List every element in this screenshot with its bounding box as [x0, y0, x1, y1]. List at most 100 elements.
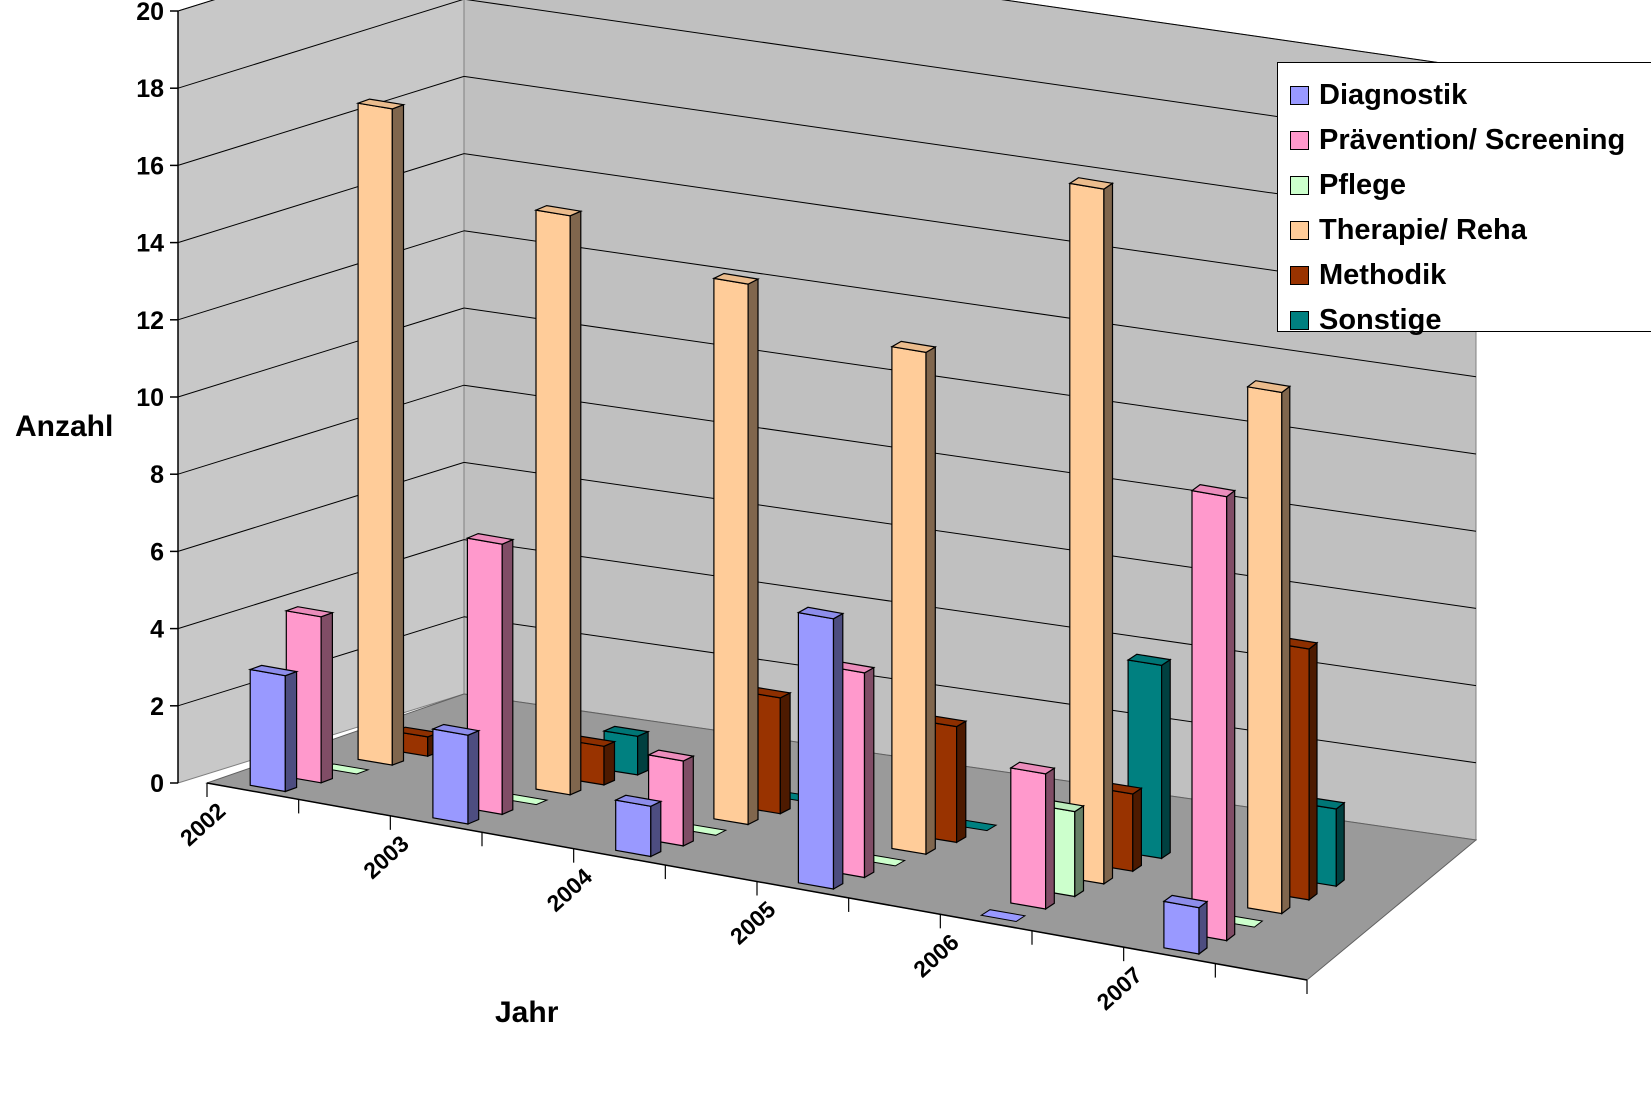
- x-tick-label: 2003: [358, 830, 413, 884]
- bar-top: [533, 204, 583, 217]
- bar-top: [355, 98, 406, 110]
- bar-diagnostik-2004: [613, 794, 663, 858]
- legend-swatch: [1290, 266, 1309, 285]
- y-tick-label: 18: [136, 75, 164, 103]
- bar-front: [891, 345, 927, 855]
- bar-front: [1247, 386, 1283, 915]
- gridline: [177, 384, 465, 475]
- legend-label: Diagnostik: [1319, 79, 1468, 111]
- gridline: [177, 230, 465, 321]
- x-tick-label: 2002: [175, 797, 230, 851]
- gridline: [177, 307, 465, 398]
- bar-side: [863, 666, 875, 879]
- legend-swatch: [1290, 221, 1309, 240]
- bar-side: [569, 210, 582, 796]
- bar-diagnostik-2007: [1162, 894, 1209, 956]
- bar-side: [1335, 801, 1345, 888]
- bar-therapie-reha-2005: [890, 340, 938, 856]
- bar-therapie-reha-2003: [533, 204, 583, 796]
- gridline: [1001, 0, 1477, 69]
- bar-pr-vention-screening-2006: [1009, 761, 1056, 911]
- bar-top: [646, 749, 696, 762]
- x-tick-label: 2007: [1092, 962, 1147, 1016]
- y-axis-title: Anzahl: [15, 410, 114, 443]
- bar-side: [284, 670, 298, 793]
- legend-label: Therapie/ Reha: [1319, 214, 1527, 246]
- bar-diagnostik-2002: [247, 664, 299, 793]
- bar-side: [391, 103, 405, 766]
- y-tick-label: 8: [150, 461, 164, 489]
- bar-side: [925, 345, 936, 856]
- bar-therapie-reha-2004: [711, 272, 760, 826]
- gridline: [463, 307, 1477, 455]
- bar-side: [1281, 385, 1291, 915]
- gridline: [463, 230, 1477, 378]
- gridline: [463, 461, 1477, 609]
- bar-flat: [979, 909, 1027, 923]
- legend-swatch: [1290, 131, 1309, 150]
- y-tick-label: 0: [150, 770, 164, 798]
- legend-item: Sonstige: [1290, 298, 1651, 343]
- bar-front: [357, 102, 393, 766]
- gridline: [177, 75, 465, 166]
- bar-therapie-reha-2002: [355, 98, 406, 766]
- bar-diagnostik-2005: [796, 606, 845, 891]
- gridline: [177, 0, 464, 89]
- bar-top: [1190, 483, 1237, 498]
- bar-front: [1010, 767, 1047, 910]
- bar-front: [249, 668, 286, 793]
- legend-label: Prävention/ Screening: [1319, 124, 1626, 156]
- bar-front: [797, 611, 835, 890]
- bar-side: [1308, 641, 1318, 902]
- bar-top: [283, 606, 335, 618]
- bar-diagnostik-2006: [979, 909, 1027, 923]
- bar-side: [1132, 787, 1143, 873]
- bar-side: [603, 740, 616, 786]
- bar-top: [796, 606, 845, 620]
- gridline: [463, 384, 1477, 532]
- legend-item: Methodik: [1290, 253, 1651, 298]
- x-axis-title: Jahr: [495, 996, 559, 1029]
- bar-front: [615, 799, 652, 858]
- bar-front: [1191, 489, 1228, 942]
- legend-item: Therapie/ Reha: [1290, 208, 1651, 253]
- bar-top: [890, 340, 938, 354]
- bar-top: [1068, 177, 1115, 190]
- bar-pr-vention-screening-2007: [1190, 483, 1237, 942]
- legend-item: Prävention/ Screening: [1290, 118, 1651, 163]
- y-tick-label: 12: [136, 307, 164, 335]
- bar-side: [747, 278, 759, 826]
- bar-top: [465, 532, 515, 545]
- bar-front: [713, 277, 749, 826]
- gridline: [177, 461, 465, 552]
- bar-side: [832, 612, 844, 891]
- bars: [247, 98, 1346, 956]
- bar-diagnostik-2003: [430, 723, 481, 825]
- bar-side: [501, 538, 514, 816]
- bar-top: [1162, 894, 1209, 909]
- bar-side: [650, 800, 662, 858]
- y-tick-label: 10: [136, 384, 164, 412]
- y-tick-label: 14: [136, 230, 164, 258]
- y-tick-label: 16: [136, 152, 164, 180]
- bar-side: [467, 729, 480, 825]
- legend: Diagnostik Prävention/ Screening Pflege The…: [1277, 62, 1651, 336]
- bar-side: [955, 720, 967, 844]
- legend-swatch: [1290, 311, 1309, 330]
- legend-swatch: [1290, 176, 1309, 195]
- bar-top: [247, 664, 299, 677]
- bar-front: [1069, 182, 1105, 885]
- bar-side: [1226, 489, 1236, 942]
- x-tick-label: 2004: [542, 863, 598, 917]
- y-tick-label: 2: [150, 693, 164, 721]
- bar-side: [320, 611, 333, 784]
- bar-side: [1160, 658, 1171, 860]
- legend-item: Diagnostik: [1290, 73, 1651, 118]
- bar-therapie-reha-2006: [1068, 177, 1115, 886]
- bar-top: [1246, 380, 1292, 394]
- legend-item: Pflege: [1290, 163, 1651, 208]
- bar-side: [682, 755, 694, 847]
- bar-top: [1126, 653, 1172, 667]
